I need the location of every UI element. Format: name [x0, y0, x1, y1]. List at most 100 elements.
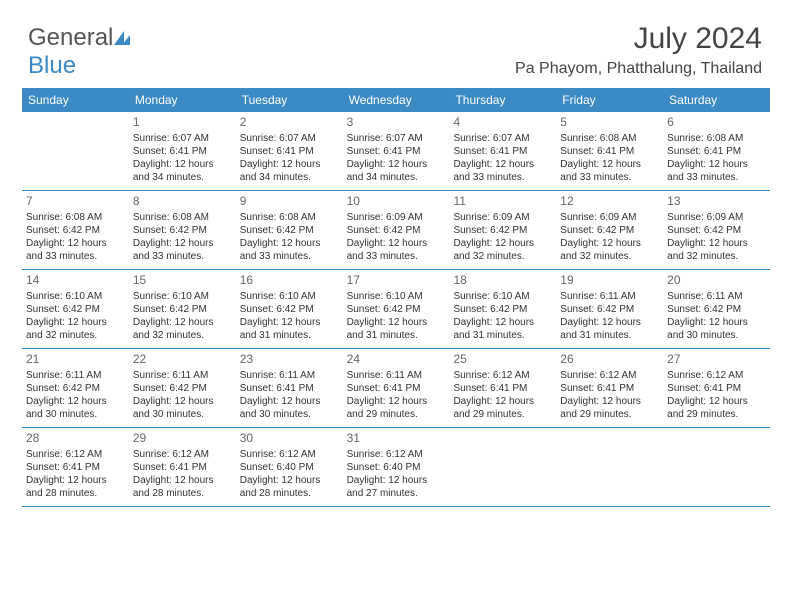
day-info-line: and 31 minutes. [240, 329, 339, 342]
day-info-line: Sunrise: 6:10 AM [347, 290, 446, 303]
day-info-line: Sunrise: 6:11 AM [133, 369, 232, 382]
day-info-line: Sunset: 6:42 PM [453, 224, 552, 237]
day-info-line: Daylight: 12 hours [667, 237, 766, 250]
day-info-line: Sunrise: 6:12 AM [26, 448, 125, 461]
logo-text-1: General [28, 24, 113, 51]
day-info-line: and 33 minutes. [347, 250, 446, 263]
day-info-line: Daylight: 12 hours [133, 158, 232, 171]
calendar-day-cell: 21Sunrise: 6:11 AMSunset: 6:42 PMDayligh… [22, 349, 129, 427]
calendar-week-row: 14Sunrise: 6:10 AMSunset: 6:42 PMDayligh… [22, 270, 770, 349]
brand-logo: General Blue [28, 24, 130, 80]
day-info-line: Sunrise: 6:11 AM [240, 369, 339, 382]
day-number: 14 [26, 273, 125, 289]
day-info-line: Daylight: 12 hours [667, 395, 766, 408]
calendar-header-row: SundayMondayTuesdayWednesdayThursdayFrid… [22, 88, 770, 112]
day-info-line: and 31 minutes. [453, 329, 552, 342]
day-info-line: Daylight: 12 hours [240, 237, 339, 250]
day-number: 30 [240, 431, 339, 447]
calendar-day-cell: 20Sunrise: 6:11 AMSunset: 6:42 PMDayligh… [663, 270, 770, 348]
day-number: 15 [133, 273, 232, 289]
calendar-day-cell: 28Sunrise: 6:12 AMSunset: 6:41 PMDayligh… [22, 428, 129, 506]
day-info-line: Sunrise: 6:10 AM [240, 290, 339, 303]
day-info-line: Sunset: 6:42 PM [26, 303, 125, 316]
day-info-line: Sunset: 6:40 PM [347, 461, 446, 474]
day-number: 31 [347, 431, 446, 447]
calendar-day-cell: 11Sunrise: 6:09 AMSunset: 6:42 PMDayligh… [449, 191, 556, 269]
calendar-day-cell: 15Sunrise: 6:10 AMSunset: 6:42 PMDayligh… [129, 270, 236, 348]
day-info-line: Sunrise: 6:08 AM [133, 211, 232, 224]
calendar-day-cell: 12Sunrise: 6:09 AMSunset: 6:42 PMDayligh… [556, 191, 663, 269]
day-info-line: Daylight: 12 hours [26, 316, 125, 329]
calendar-day-cell: 2Sunrise: 6:07 AMSunset: 6:41 PMDaylight… [236, 112, 343, 190]
day-info-line: and 33 minutes. [560, 171, 659, 184]
calendar-day-cell: 30Sunrise: 6:12 AMSunset: 6:40 PMDayligh… [236, 428, 343, 506]
calendar-day-cell: 23Sunrise: 6:11 AMSunset: 6:41 PMDayligh… [236, 349, 343, 427]
calendar: SundayMondayTuesdayWednesdayThursdayFrid… [22, 88, 770, 507]
day-number: 18 [453, 273, 552, 289]
day-info-line: Daylight: 12 hours [560, 395, 659, 408]
day-info-line: Sunrise: 6:07 AM [133, 132, 232, 145]
calendar-day-cell [663, 428, 770, 506]
day-info-line: Daylight: 12 hours [26, 237, 125, 250]
day-info-line: and 32 minutes. [26, 329, 125, 342]
calendar-day-cell: 26Sunrise: 6:12 AMSunset: 6:41 PMDayligh… [556, 349, 663, 427]
day-info-line: Sunset: 6:42 PM [347, 224, 446, 237]
day-info-line: and 28 minutes. [26, 487, 125, 500]
day-info-line: and 34 minutes. [240, 171, 339, 184]
calendar-day-cell: 17Sunrise: 6:10 AMSunset: 6:42 PMDayligh… [343, 270, 450, 348]
day-info-line: Daylight: 12 hours [453, 158, 552, 171]
day-info-line: and 31 minutes. [560, 329, 659, 342]
day-number: 24 [347, 352, 446, 368]
day-number: 26 [560, 352, 659, 368]
day-info-line: Sunset: 6:42 PM [667, 224, 766, 237]
day-info-line: and 32 minutes. [453, 250, 552, 263]
day-info-line: Sunset: 6:41 PM [347, 382, 446, 395]
day-number: 6 [667, 115, 766, 131]
day-info-line: Sunrise: 6:12 AM [667, 369, 766, 382]
day-info-line: Sunrise: 6:11 AM [560, 290, 659, 303]
day-info-line: and 30 minutes. [667, 329, 766, 342]
day-info-line: Sunrise: 6:09 AM [453, 211, 552, 224]
day-info-line: Sunset: 6:42 PM [133, 224, 232, 237]
day-number: 23 [240, 352, 339, 368]
day-info-line: Sunrise: 6:09 AM [560, 211, 659, 224]
day-number: 5 [560, 115, 659, 131]
day-info-line: and 33 minutes. [453, 171, 552, 184]
day-info-line: and 33 minutes. [667, 171, 766, 184]
day-info-line: Sunset: 6:42 PM [26, 224, 125, 237]
location-label: Pa Phayom, Phatthalung, Thailand [515, 60, 762, 78]
calendar-body: 1Sunrise: 6:07 AMSunset: 6:41 PMDaylight… [22, 112, 770, 507]
day-info-line: Daylight: 12 hours [453, 395, 552, 408]
calendar-week-row: 1Sunrise: 6:07 AMSunset: 6:41 PMDaylight… [22, 112, 770, 191]
calendar-day-cell: 13Sunrise: 6:09 AMSunset: 6:42 PMDayligh… [663, 191, 770, 269]
day-info-line: Daylight: 12 hours [240, 316, 339, 329]
day-info-line: Sunset: 6:41 PM [453, 382, 552, 395]
day-number: 21 [26, 352, 125, 368]
day-info-line: Daylight: 12 hours [667, 316, 766, 329]
day-number: 7 [26, 194, 125, 210]
day-info-line: Sunset: 6:41 PM [667, 145, 766, 158]
day-info-line: Daylight: 12 hours [453, 316, 552, 329]
day-info-line: and 29 minutes. [347, 408, 446, 421]
day-info-line: Sunrise: 6:12 AM [240, 448, 339, 461]
calendar-day-cell: 5Sunrise: 6:08 AMSunset: 6:41 PMDaylight… [556, 112, 663, 190]
weekday-header: Saturday [663, 88, 770, 112]
calendar-day-cell: 10Sunrise: 6:09 AMSunset: 6:42 PMDayligh… [343, 191, 450, 269]
day-info-line: Daylight: 12 hours [133, 474, 232, 487]
day-info-line: Sunrise: 6:08 AM [560, 132, 659, 145]
day-info-line: Sunset: 6:41 PM [240, 145, 339, 158]
day-info-line: Daylight: 12 hours [347, 474, 446, 487]
day-number: 10 [347, 194, 446, 210]
day-info-line: and 30 minutes. [240, 408, 339, 421]
calendar-day-cell: 18Sunrise: 6:10 AMSunset: 6:42 PMDayligh… [449, 270, 556, 348]
day-info-line: Sunrise: 6:08 AM [26, 211, 125, 224]
calendar-day-cell: 9Sunrise: 6:08 AMSunset: 6:42 PMDaylight… [236, 191, 343, 269]
day-info-line: Sunset: 6:41 PM [560, 145, 659, 158]
day-info-line: Daylight: 12 hours [133, 316, 232, 329]
day-number: 1 [133, 115, 232, 131]
weekday-header: Friday [556, 88, 663, 112]
day-info-line: Sunset: 6:41 PM [453, 145, 552, 158]
day-number: 19 [560, 273, 659, 289]
day-info-line: Sunset: 6:42 PM [560, 224, 659, 237]
weekday-header: Monday [129, 88, 236, 112]
